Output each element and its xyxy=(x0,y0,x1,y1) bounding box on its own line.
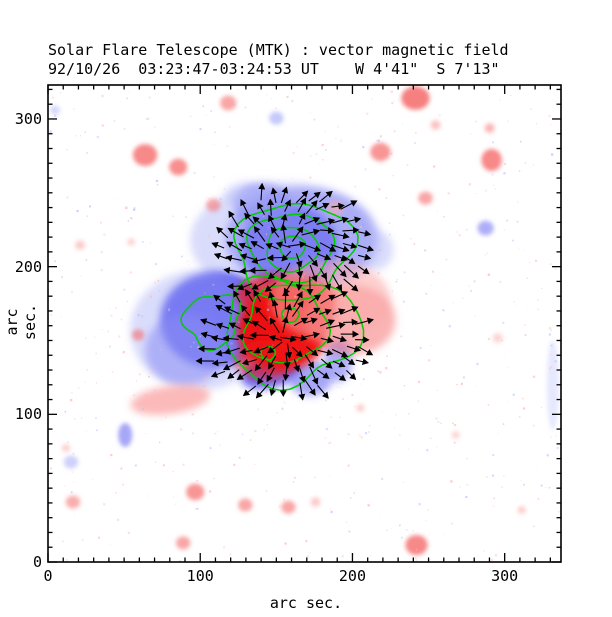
chart-title: Solar Flare Telescope (MTK) : vector mag… xyxy=(48,41,509,59)
y-tick-label: 100 xyxy=(14,405,42,424)
polarity-regions xyxy=(50,86,559,555)
y-tick-label: 200 xyxy=(14,257,42,276)
x-tick-label: 100 xyxy=(186,567,214,585)
speckle-noise xyxy=(49,85,561,562)
x-tick-label: 200 xyxy=(338,567,366,585)
x-tick-label: 300 xyxy=(491,567,519,585)
x-tick-label: 0 xyxy=(43,567,53,585)
axes xyxy=(47,84,562,563)
vector-arrows xyxy=(195,182,375,401)
plot-content xyxy=(49,85,561,562)
y-axis-label: arc sec. xyxy=(3,303,39,341)
y-tick-label: 300 xyxy=(14,109,42,128)
y-tick-label: 0 xyxy=(32,553,42,571)
chart-subtitle: 92/10/26 03:23:47-03:24:53 UT W 4'41" S … xyxy=(48,60,500,78)
x-axis-label: arc sec. xyxy=(269,594,343,612)
